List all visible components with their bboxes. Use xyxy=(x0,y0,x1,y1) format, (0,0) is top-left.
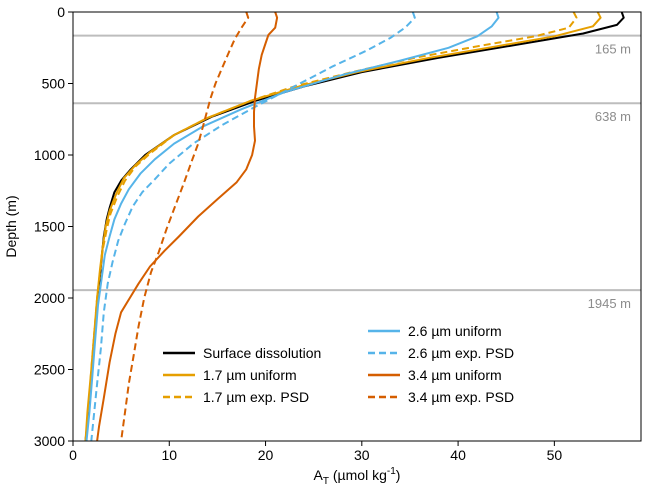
legend-label: 1.7 µm exp. PSD xyxy=(203,389,309,405)
reference-lines: 165 m 638 m 1945 m xyxy=(73,34,641,311)
x-tick-label: 30 xyxy=(354,447,370,463)
series-line xyxy=(84,11,578,442)
legend-label: 1.7 µm uniform xyxy=(203,367,297,383)
series-line xyxy=(85,11,500,442)
x-axis-label-sub: T xyxy=(323,476,329,487)
reference-line-label: 638 m xyxy=(595,109,631,124)
legend-label: 3.4 µm uniform xyxy=(408,367,502,383)
x-tick-label: 20 xyxy=(258,447,274,463)
reference-line-label: 165 m xyxy=(595,42,631,57)
reference-line-label: 1945 m xyxy=(588,296,631,311)
legend-label: Surface dissolution xyxy=(203,345,321,361)
legend-label: 3.4 µm exp. PSD xyxy=(408,389,514,405)
y-tick-label: 2500 xyxy=(34,362,65,378)
x-axis-label-sup: -1 xyxy=(387,466,396,477)
y-axis-label: Depth (m) xyxy=(3,195,19,257)
x-axis: 0 10 20 30 40 50 xyxy=(69,441,562,463)
y-tick-label: 1000 xyxy=(34,147,65,163)
y-tick-label: 2000 xyxy=(34,290,65,306)
x-axis-label-mid: (µmol kg xyxy=(329,467,387,483)
series-line xyxy=(90,11,416,442)
y-tick-label: 0 xyxy=(57,4,65,20)
legend-label: 2.6 µm uniform xyxy=(408,323,502,339)
x-tick-label: 40 xyxy=(450,447,466,463)
series-line xyxy=(120,11,250,442)
y-tick-label: 1500 xyxy=(34,219,65,235)
x-tick-label: 10 xyxy=(161,447,177,463)
x-axis-label: AT (µmol kg-1) xyxy=(314,466,401,487)
series-lines xyxy=(84,11,625,442)
x-axis-label-main: A xyxy=(314,467,324,483)
legend: Surface dissolution 1.7 µm uniform 1.7 µm … xyxy=(163,323,514,405)
y-tick-label: 3000 xyxy=(34,433,65,449)
series-line xyxy=(96,11,279,442)
x-tick-label: 0 xyxy=(69,447,77,463)
series-line xyxy=(84,11,602,442)
x-axis-label-end: ) xyxy=(396,467,401,483)
y-axis: 0 500 1000 1500 2000 2500 3000 xyxy=(34,4,73,449)
plot-frame xyxy=(72,11,642,442)
legend-label: 2.6 µm exp. PSD xyxy=(408,345,514,361)
y-tick-label: 500 xyxy=(42,76,66,92)
series-line xyxy=(84,11,625,442)
x-tick-label: 50 xyxy=(547,447,563,463)
